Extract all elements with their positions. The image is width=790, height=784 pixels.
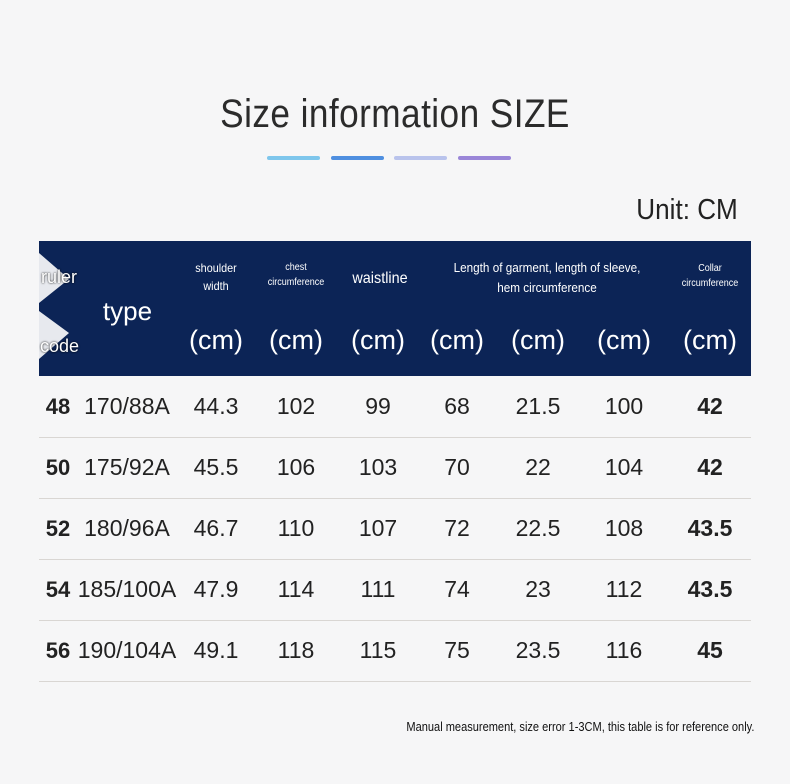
table-cell: 23 [525, 576, 551, 602]
decor-bar [267, 156, 320, 160]
table-cell: 190/104A [77, 637, 177, 663]
table-cell: 70 [444, 454, 470, 480]
table-cell: 106 [276, 454, 316, 480]
table-cell: 68 [444, 393, 470, 419]
table-cell: 54 [45, 577, 71, 602]
table-cell: 42 [697, 454, 723, 480]
table-cell: 170/88A [84, 393, 170, 419]
table-cell: 103 [358, 454, 398, 480]
table-cell: 112 [605, 576, 643, 602]
decor-triangle [39, 311, 69, 359]
decor-bar [458, 156, 511, 160]
table-cell: 21.5 [515, 393, 561, 419]
table-header: ruler code type shoulder width chest cir… [39, 241, 751, 376]
table-cell: 108 [604, 515, 644, 541]
header-column: waistline [352, 270, 408, 287]
table-cell: 107 [358, 515, 398, 541]
table-cell: 102 [276, 393, 316, 419]
table-cell: 22.5 [515, 515, 561, 541]
table-cell: 118 [277, 637, 315, 663]
header-unit: (cm) [351, 325, 405, 355]
header-unit: (cm) [430, 325, 484, 355]
table-cell: 48 [45, 394, 71, 419]
table-cell: 72 [444, 515, 470, 541]
table-cell: 50 [45, 455, 71, 480]
table-cell: 104 [604, 454, 644, 480]
header-unit: (cm) [683, 325, 737, 355]
footnote: Manual measurement, size error 1-3CM, th… [405, 719, 754, 734]
table-cell: 45.5 [193, 454, 239, 480]
header-column: shoulder width [195, 261, 237, 293]
table-cell: 100 [604, 393, 644, 419]
table-cell: 42 [697, 393, 723, 419]
table-cell: 52 [45, 516, 71, 541]
table-row: 50 175/92A 45.5 106 103 70 22 104 42 [39, 437, 751, 499]
header-unit: (cm) [511, 325, 565, 355]
table-cell: 185/100A [77, 576, 177, 602]
table-row: 56 190/104A 49.1 118 115 75 23.5 116 45 [39, 620, 751, 682]
table-cell: 43.5 [687, 515, 733, 541]
table-cell: 180/96A [84, 515, 170, 541]
table-cell: 44.3 [193, 393, 239, 419]
header-decor [39, 253, 69, 359]
table-cell: 175/92A [84, 454, 170, 480]
header-column: Length of garment, length of sleeve, hem… [453, 260, 641, 295]
table-cell: 45 [697, 637, 723, 663]
table-cell: 22 [525, 454, 551, 480]
table-cell: 110 [277, 515, 315, 541]
header-unit: (cm) [269, 325, 323, 355]
title: Size information SIZE [220, 92, 570, 136]
table-cell: 46.7 [193, 515, 239, 541]
table-cell: 75 [444, 637, 470, 663]
table-row: 54 185/100A 47.9 114 111 74 23 112 43.5 [39, 559, 751, 621]
table-cell: 116 [605, 637, 643, 663]
table-cell: 115 [359, 637, 397, 663]
unit: Unit: CM [636, 194, 738, 226]
header-type: type [102, 296, 153, 326]
table-cell: 49.1 [193, 637, 239, 663]
table-row: 52 180/96A 46.7 110 107 72 22.5 108 43.5 [39, 498, 751, 560]
header-unit: (cm) [189, 325, 243, 355]
table-cell: 47.9 [193, 576, 239, 602]
table-cell: 99 [365, 393, 391, 419]
table-cell: 114 [277, 576, 315, 602]
header-unit: (cm) [597, 325, 651, 355]
header-ruler: ruler [41, 267, 78, 287]
decor-bar [331, 156, 384, 160]
table-cell: 111 [360, 576, 396, 602]
table-row: 48 170/88A 44.3 102 99 68 21.5 100 42 [39, 376, 751, 438]
decor-bar [394, 156, 447, 160]
table-cell: 56 [45, 638, 71, 663]
header-column: Collar circumference [681, 263, 739, 289]
table-cell: 74 [444, 576, 470, 602]
table-cell: 43.5 [687, 576, 733, 602]
header-code: code [40, 336, 80, 356]
header-column: chest circumference [267, 262, 325, 288]
table-cell: 23.5 [515, 637, 561, 663]
decor-triangle [39, 253, 69, 303]
